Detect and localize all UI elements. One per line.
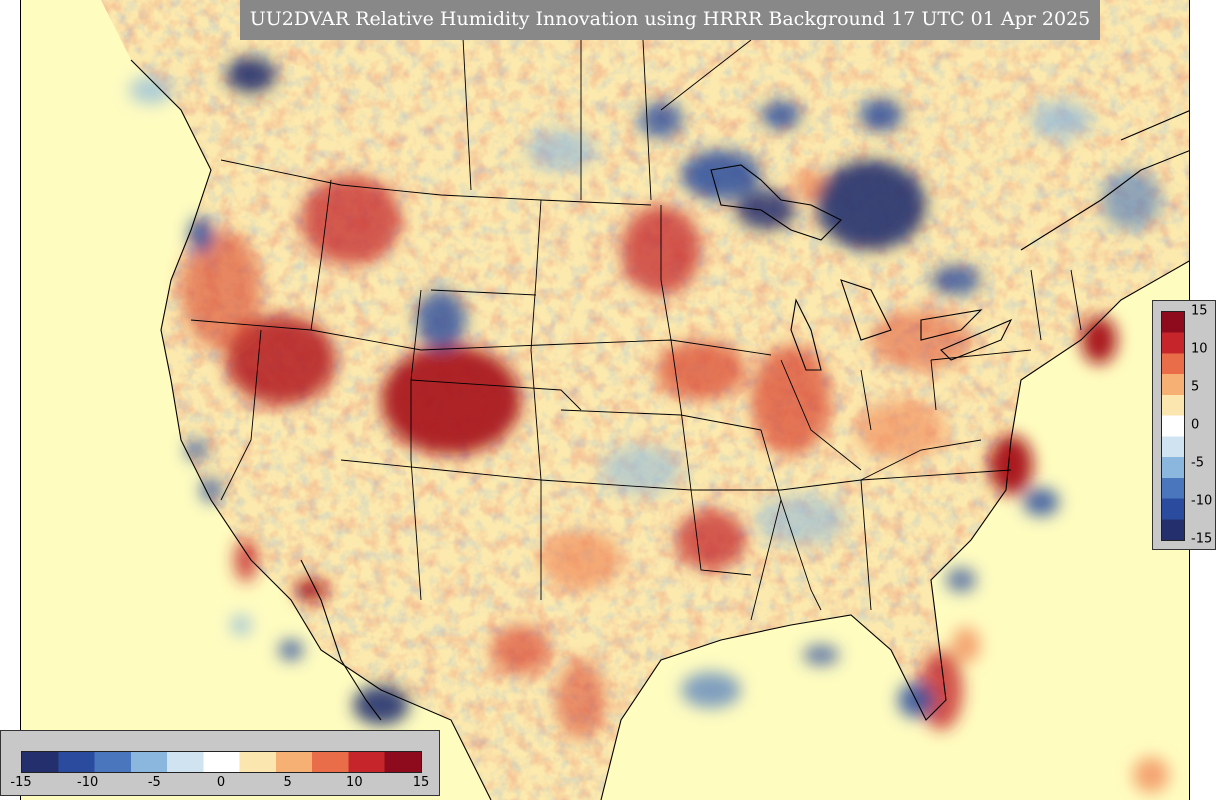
vertical-colorbar-gradient xyxy=(1161,311,1185,541)
vertical-colorbar: 15 10 5 0 -5 -10 -15 xyxy=(1152,300,1216,550)
vertical-colorbar-tick-label: 15 xyxy=(1191,303,1208,319)
horizontal-colorbar-tick-label: 10 xyxy=(346,775,363,790)
horizontal-colorbar-tick-label: 15 xyxy=(412,775,430,790)
vertical-colorbar-tick-label: 0 xyxy=(1191,417,1200,433)
horizontal-colorbar-tick-label: -5 xyxy=(147,775,161,790)
coastline xyxy=(130,59,1189,800)
horizontal-colorbar-tick-label: -10 xyxy=(77,775,99,790)
vertical-colorbar-tick-label: -15 xyxy=(1191,531,1213,547)
horizontal-colorbar-tick-label: 5 xyxy=(283,775,292,790)
horizontal-colorbar: -15 -10 -5 0 5 10 15 xyxy=(0,730,440,796)
state-borders xyxy=(190,0,1082,621)
horizontal-colorbar-tick-label: -15 xyxy=(10,775,32,790)
vertical-colorbar-tick-label: -5 xyxy=(1191,455,1204,471)
map-panel xyxy=(20,0,1190,800)
horizontal-colorbar-gradient xyxy=(21,751,422,773)
vertical-colorbar-tick-label: -10 xyxy=(1191,493,1213,509)
innovation-field xyxy=(129,57,1169,793)
map-title: UU2DVAR Relative Humidity Innovation usi… xyxy=(240,0,1100,40)
vertical-colorbar-tick-label: 10 xyxy=(1191,341,1208,357)
humidity-innovation-map xyxy=(101,0,1189,800)
horizontal-colorbar-tick-label: 0 xyxy=(216,775,226,790)
field-texture xyxy=(101,0,1189,800)
vertical-colorbar-tick-label: 5 xyxy=(1191,379,1200,395)
